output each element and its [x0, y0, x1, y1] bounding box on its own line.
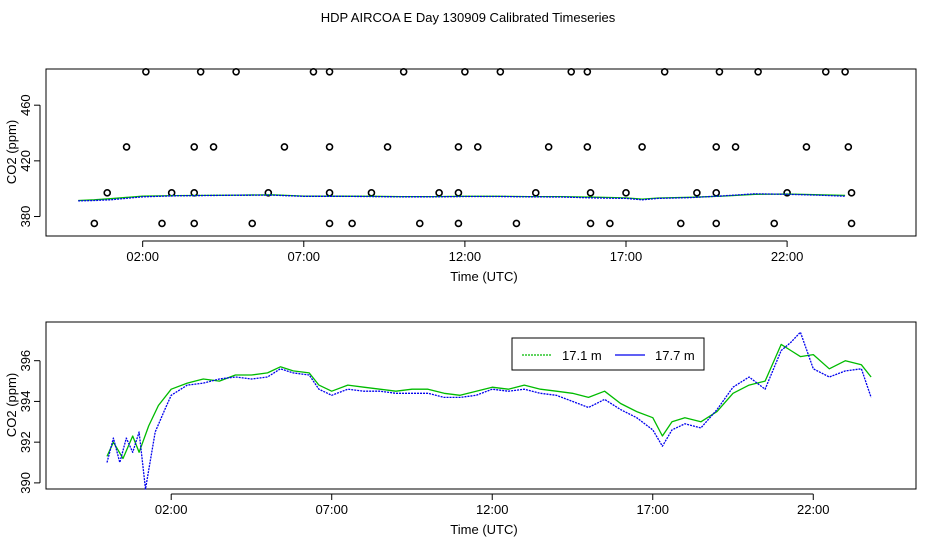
bottom-x-tick-label: 02:00	[155, 502, 188, 517]
calibration-point	[531, 189, 540, 197]
calibration-point	[660, 67, 669, 76]
legend-box	[511, 337, 705, 371]
bottom-x-tick-label: 17:00	[636, 502, 669, 517]
top-y-tick-label: 460	[18, 94, 33, 116]
calibration-point	[90, 219, 99, 228]
bottom-x-axis-label: Time (UTC)	[450, 522, 517, 537]
calibration-point	[232, 67, 240, 76]
calibration-point	[712, 219, 721, 228]
calibration-point	[586, 219, 595, 228]
top-x-tick-label: 12:00	[449, 249, 482, 264]
calibration-point	[190, 219, 199, 228]
calibration-point	[103, 189, 112, 197]
bottom-x-tick-label: 12:00	[476, 502, 509, 517]
calibration-point	[367, 189, 376, 197]
bottom-y-tick-label: 396	[18, 350, 33, 372]
top-x-axis-label: Time (UTC)	[450, 269, 517, 284]
top-y-axis-label: CO2 (ppm)	[4, 120, 19, 184]
calibration-point	[325, 219, 334, 228]
calibration-point	[712, 189, 721, 197]
calibration-point	[454, 219, 463, 228]
bottom-panel: Time (UTC) CO2 (ppm) 02:00 07:00 12:00 17:0…	[4, 321, 917, 537]
top-y-tick-label: 380	[18, 206, 33, 228]
top-x-tick-label: 17:00	[610, 249, 643, 264]
calibration-point	[383, 143, 392, 151]
calibration-point	[399, 67, 408, 76]
top-series-lines	[78, 193, 846, 202]
calibration-point	[325, 143, 334, 151]
legend-label-green: 17.1 m	[562, 348, 602, 363]
top-axes: 02:00 07:00 12:00 17:00 22:00 380 420 460	[18, 94, 803, 264]
calibration-point	[754, 67, 762, 76]
calibration-point	[264, 189, 273, 197]
calibration-point	[841, 67, 849, 76]
calibration-point	[622, 189, 630, 197]
calibration-point	[280, 143, 289, 151]
bottom-series-lines	[106, 331, 872, 490]
calibration-point	[783, 189, 791, 197]
calibration-point	[209, 143, 218, 151]
calibration-point	[583, 143, 592, 151]
calibration-point	[496, 67, 505, 76]
calibration-point	[676, 219, 685, 228]
calibration-point	[802, 143, 811, 151]
calibration-point	[325, 189, 334, 197]
bottom-x-tick-label: 22:00	[797, 502, 830, 517]
series-line-blue	[106, 331, 872, 490]
calibration-point	[693, 189, 701, 197]
calibration-point	[544, 143, 553, 151]
calibration-point	[190, 143, 199, 151]
calibration-point	[435, 189, 443, 197]
calibration-point	[770, 219, 779, 228]
bottom-axes: 02:00 07:00 12:00 17:00 22:00 390 392 394 396	[18, 350, 830, 517]
calibration-point	[415, 219, 424, 228]
bottom-y-axis-label: CO2 (ppm)	[4, 373, 19, 437]
calibration-point	[122, 143, 131, 151]
calibration-point	[309, 67, 318, 76]
calibration-point	[325, 67, 334, 76]
top-x-tick-label: 02:00	[126, 249, 159, 264]
calibration-point	[473, 143, 482, 151]
calibration-point	[847, 219, 856, 228]
calibration-point	[454, 189, 463, 197]
calibration-point	[583, 67, 592, 76]
bottom-y-tick-label: 394	[18, 391, 33, 413]
calibration-point	[142, 67, 150, 76]
bottom-y-tick-label: 392	[18, 431, 33, 453]
legend-label-blue: 17.7 m	[655, 348, 695, 363]
top-x-tick-label: 07:00	[288, 249, 321, 264]
legend: 17.1 m 17.7 m	[511, 337, 705, 371]
calibration-point	[567, 67, 576, 76]
series-line-green	[106, 343, 872, 460]
calibration-point	[847, 189, 856, 197]
series-line-blue	[78, 193, 846, 202]
calibration-point	[712, 143, 721, 151]
bottom-y-tick-label: 390	[18, 472, 33, 494]
calibration-point	[158, 219, 166, 228]
calibration-point	[196, 67, 205, 76]
figure-title: HDP AIRCOA E Day 130909 Calibrated Times…	[321, 10, 616, 25]
bottom-x-tick-label: 07:00	[315, 502, 348, 517]
calibration-point	[821, 67, 830, 76]
calibration-point	[512, 219, 521, 228]
calibration-point	[715, 67, 724, 76]
top-x-tick-label: 22:00	[771, 249, 804, 264]
calibration-point	[586, 189, 595, 197]
bottom-plot-frame	[45, 321, 917, 490]
top-calibration-points	[90, 67, 856, 228]
calibration-point	[844, 143, 853, 151]
calibration-point	[461, 67, 469, 76]
calibration-point	[167, 189, 176, 197]
top-panel: Time (UTC) CO2 (ppm) 02:00 07:00 12:00 17:0…	[4, 67, 917, 284]
top-plot-frame	[45, 68, 917, 237]
top-y-tick-label: 420	[18, 150, 33, 172]
calibration-point	[731, 143, 740, 151]
calibration-point	[638, 143, 646, 151]
calibration-point	[454, 143, 463, 151]
calibration-point	[348, 219, 356, 228]
calibration-point	[248, 219, 257, 228]
calibration-point	[606, 219, 614, 228]
